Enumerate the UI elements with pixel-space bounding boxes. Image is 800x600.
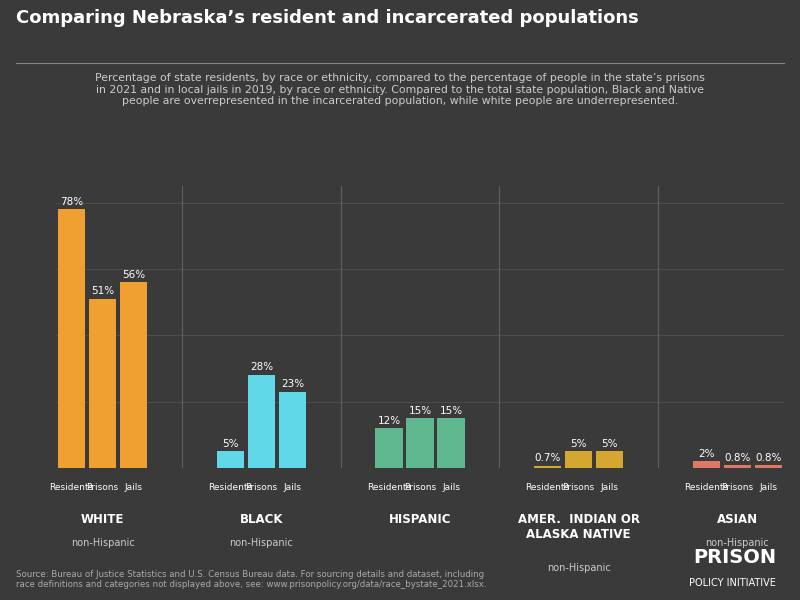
Text: 12%: 12% [378, 416, 401, 425]
Bar [406, 418, 434, 468]
Text: 5%: 5% [602, 439, 618, 449]
Text: Prisons: Prisons [722, 483, 754, 492]
Text: non-Hispanic: non-Hispanic [230, 538, 294, 548]
Text: 5%: 5% [570, 439, 587, 449]
Text: HISPANIC: HISPANIC [389, 513, 451, 526]
Text: Jails: Jails [125, 483, 142, 492]
Text: 28%: 28% [250, 362, 273, 373]
Text: 2%: 2% [698, 449, 714, 459]
Text: Jails: Jails [442, 483, 460, 492]
Bar [693, 461, 720, 468]
Text: WHITE: WHITE [81, 513, 124, 526]
Text: 56%: 56% [122, 269, 146, 280]
Text: Prisons: Prisons [86, 483, 118, 492]
Text: Prisons: Prisons [404, 483, 436, 492]
Text: non-Hispanic: non-Hispanic [546, 563, 610, 574]
Text: POLICY INITIATIVE: POLICY INITIATIVE [689, 578, 776, 588]
Bar [217, 451, 244, 468]
Text: Percentage of state residents, by race or ethnicity, compared to the percentage : Percentage of state residents, by race o… [95, 73, 705, 106]
Text: Comparing Nebraska’s resident and incarcerated populations: Comparing Nebraska’s resident and incarc… [16, 9, 638, 27]
Bar [89, 299, 116, 468]
Bar [120, 282, 147, 468]
Text: Jails: Jails [759, 483, 778, 492]
Bar [534, 466, 562, 468]
Bar [565, 451, 592, 468]
Text: 0.7%: 0.7% [534, 453, 561, 463]
Text: 0.8%: 0.8% [755, 452, 782, 463]
Text: Residents: Residents [50, 483, 94, 492]
Text: Residents: Residents [684, 483, 728, 492]
Text: 15%: 15% [439, 406, 462, 416]
Text: ASIAN: ASIAN [717, 513, 758, 526]
Bar [596, 451, 623, 468]
Bar [58, 209, 86, 468]
Text: 5%: 5% [222, 439, 238, 449]
Text: Residents: Residents [367, 483, 411, 492]
Text: Residents: Residents [526, 483, 570, 492]
Text: Prisons: Prisons [246, 483, 278, 492]
Text: non-Hispanic: non-Hispanic [70, 538, 134, 548]
Text: PRISON: PRISON [693, 548, 776, 567]
Text: Source: Bureau of Justice Statistics and U.S. Census Bureau data. For sourcing d: Source: Bureau of Justice Statistics and… [16, 570, 486, 589]
Text: AMER.  INDIAN OR
ALASKA NATIVE: AMER. INDIAN OR ALASKA NATIVE [518, 513, 640, 541]
Bar [724, 466, 751, 468]
Text: 78%: 78% [60, 197, 83, 206]
Bar [248, 375, 275, 468]
Text: Residents: Residents [208, 483, 252, 492]
Text: Jails: Jails [283, 483, 302, 492]
Bar [375, 428, 402, 468]
Text: Jails: Jails [601, 483, 618, 492]
Text: BLACK: BLACK [239, 513, 283, 526]
Text: non-Hispanic: non-Hispanic [706, 538, 770, 548]
Text: 0.8%: 0.8% [724, 452, 750, 463]
Text: 15%: 15% [409, 406, 431, 416]
Bar [754, 466, 782, 468]
Bar [438, 418, 465, 468]
Bar [278, 392, 306, 468]
Text: 51%: 51% [91, 286, 114, 296]
Text: Prisons: Prisons [562, 483, 594, 492]
Text: 23%: 23% [281, 379, 304, 389]
